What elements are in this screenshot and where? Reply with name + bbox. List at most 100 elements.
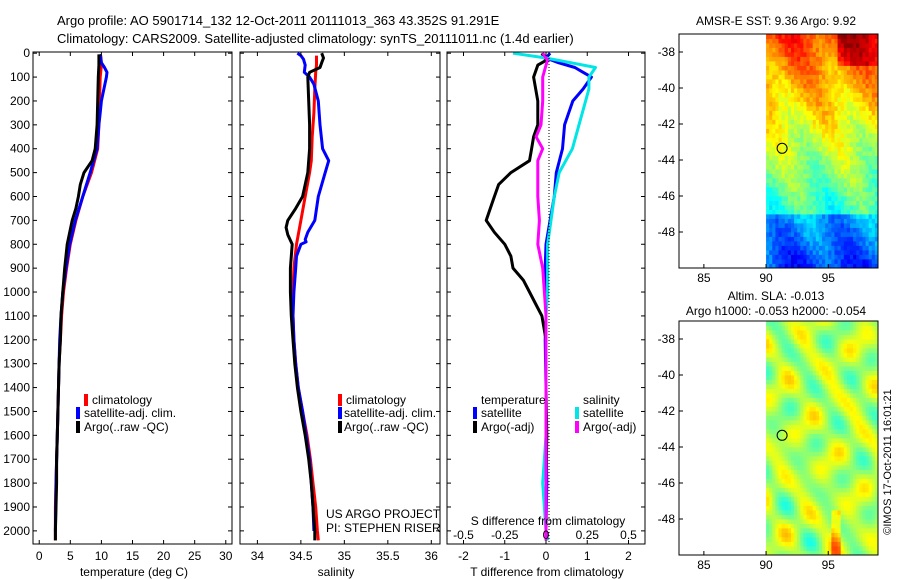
heatmap-cell <box>787 56 792 62</box>
heatmap-cell <box>812 38 817 44</box>
heatmap-cell <box>794 191 798 197</box>
heatmap-cell <box>818 70 823 75</box>
heatmap-cell <box>825 447 829 452</box>
heatmap-cell <box>794 160 798 165</box>
heatmap-cell <box>856 514 860 520</box>
heatmap-cell <box>831 79 835 84</box>
heatmap-cell <box>843 528 848 533</box>
heatmap-cell <box>803 442 807 448</box>
heatmap-cell <box>850 245 854 251</box>
heatmap-cell <box>831 83 835 89</box>
heatmap-cell <box>834 209 838 215</box>
heatmap-cell <box>840 357 845 362</box>
heatmap-cell <box>778 218 783 224</box>
heatmap-cell <box>828 424 832 430</box>
heatmap-cell <box>787 375 792 380</box>
heatmap-cell <box>874 388 879 394</box>
heatmap-cell <box>846 411 851 416</box>
heatmap-cell <box>781 241 786 246</box>
legend-swatch-satellite <box>76 407 80 419</box>
heatmap-cell <box>812 366 817 371</box>
heatmap-cell <box>868 155 873 161</box>
heatmap-cell <box>800 406 804 412</box>
heatmap-cell <box>853 550 857 556</box>
heatmap-cell <box>812 334 817 340</box>
heatmap-cell <box>825 537 829 542</box>
heatmap-cell <box>853 65 857 71</box>
heatmap-cell <box>794 56 798 62</box>
heatmap-cell <box>794 218 798 224</box>
heatmap-cell <box>800 124 804 129</box>
heatmap-cell <box>840 496 845 502</box>
heatmap-cell <box>834 510 838 515</box>
heatmap-cell <box>769 370 773 376</box>
heatmap-cell <box>815 119 820 125</box>
heatmap-cell <box>790 191 795 197</box>
depth-tick-label: 1800 <box>3 476 30 490</box>
heatmap-cell <box>794 519 798 524</box>
heatmap-cell <box>787 83 792 89</box>
heatmap-cell <box>825 546 829 551</box>
heatmap-cell <box>806 214 810 219</box>
heatmap-cell <box>790 254 795 260</box>
heatmap-cell <box>837 451 842 457</box>
heatmap-cell <box>790 74 795 80</box>
heatmap-cell <box>797 124 801 129</box>
heatmap-cell <box>769 442 773 448</box>
heatmap-cell <box>772 424 776 430</box>
heatmap-cell <box>834 348 838 353</box>
heatmap-cell <box>781 218 786 224</box>
heatmap-cell <box>868 379 873 385</box>
heatmap-cell <box>803 56 807 62</box>
heatmap-cell <box>834 474 838 479</box>
heatmap-cell <box>772 348 776 353</box>
heatmap-cell <box>772 223 776 228</box>
heatmap-cell <box>850 187 854 192</box>
heatmap-cell <box>784 133 789 138</box>
lat-tick-label: -44 <box>658 153 676 167</box>
heatmap-cell <box>853 124 857 129</box>
heatmap-cell <box>766 65 770 71</box>
heatmap-cell <box>828 38 832 44</box>
heatmap-cell <box>850 232 854 237</box>
heatmap-cell <box>806 47 810 53</box>
heatmap-cell <box>797 101 801 107</box>
heatmap-cell <box>797 510 801 515</box>
heatmap-cell <box>800 218 804 224</box>
heatmap-cell <box>834 92 838 98</box>
heatmap-cell <box>840 501 845 506</box>
heatmap-cell <box>837 505 842 511</box>
heatmap-cell <box>834 218 838 224</box>
heatmap-cell <box>809 501 814 506</box>
heatmap-cell <box>784 160 789 165</box>
heatmap-cell <box>837 191 842 197</box>
heatmap-cell <box>862 137 866 143</box>
heatmap-cell <box>781 465 786 470</box>
heatmap-cell <box>769 496 773 502</box>
heatmap-cell <box>862 442 866 448</box>
heatmap-cell <box>794 442 798 448</box>
heatmap-cell <box>769 196 773 201</box>
heatmap-cell <box>840 465 845 470</box>
lon-tick-label: 85 <box>697 558 711 572</box>
heatmap-cell <box>775 352 779 358</box>
heatmap-cell <box>856 65 860 71</box>
heatmap-cell <box>850 83 854 89</box>
heatmap-cell <box>766 469 770 475</box>
heatmap-cell <box>837 460 842 466</box>
heatmap-cell <box>800 456 804 461</box>
heatmap-cell <box>834 550 838 556</box>
heatmap-cell <box>846 379 851 385</box>
heatmap-cell <box>809 334 814 340</box>
heatmap-cell <box>850 388 854 394</box>
heatmap-cell <box>859 227 863 233</box>
heatmap-cell <box>831 133 835 138</box>
heatmap-cell <box>865 178 870 183</box>
heatmap-cell <box>843 88 848 93</box>
heatmap-cell <box>871 61 876 66</box>
heatmap-cell <box>837 523 842 529</box>
heatmap-cell <box>871 254 876 260</box>
heatmap-cell <box>874 393 879 398</box>
heatmap-cell <box>806 227 810 233</box>
heatmap-cell <box>837 361 842 367</box>
